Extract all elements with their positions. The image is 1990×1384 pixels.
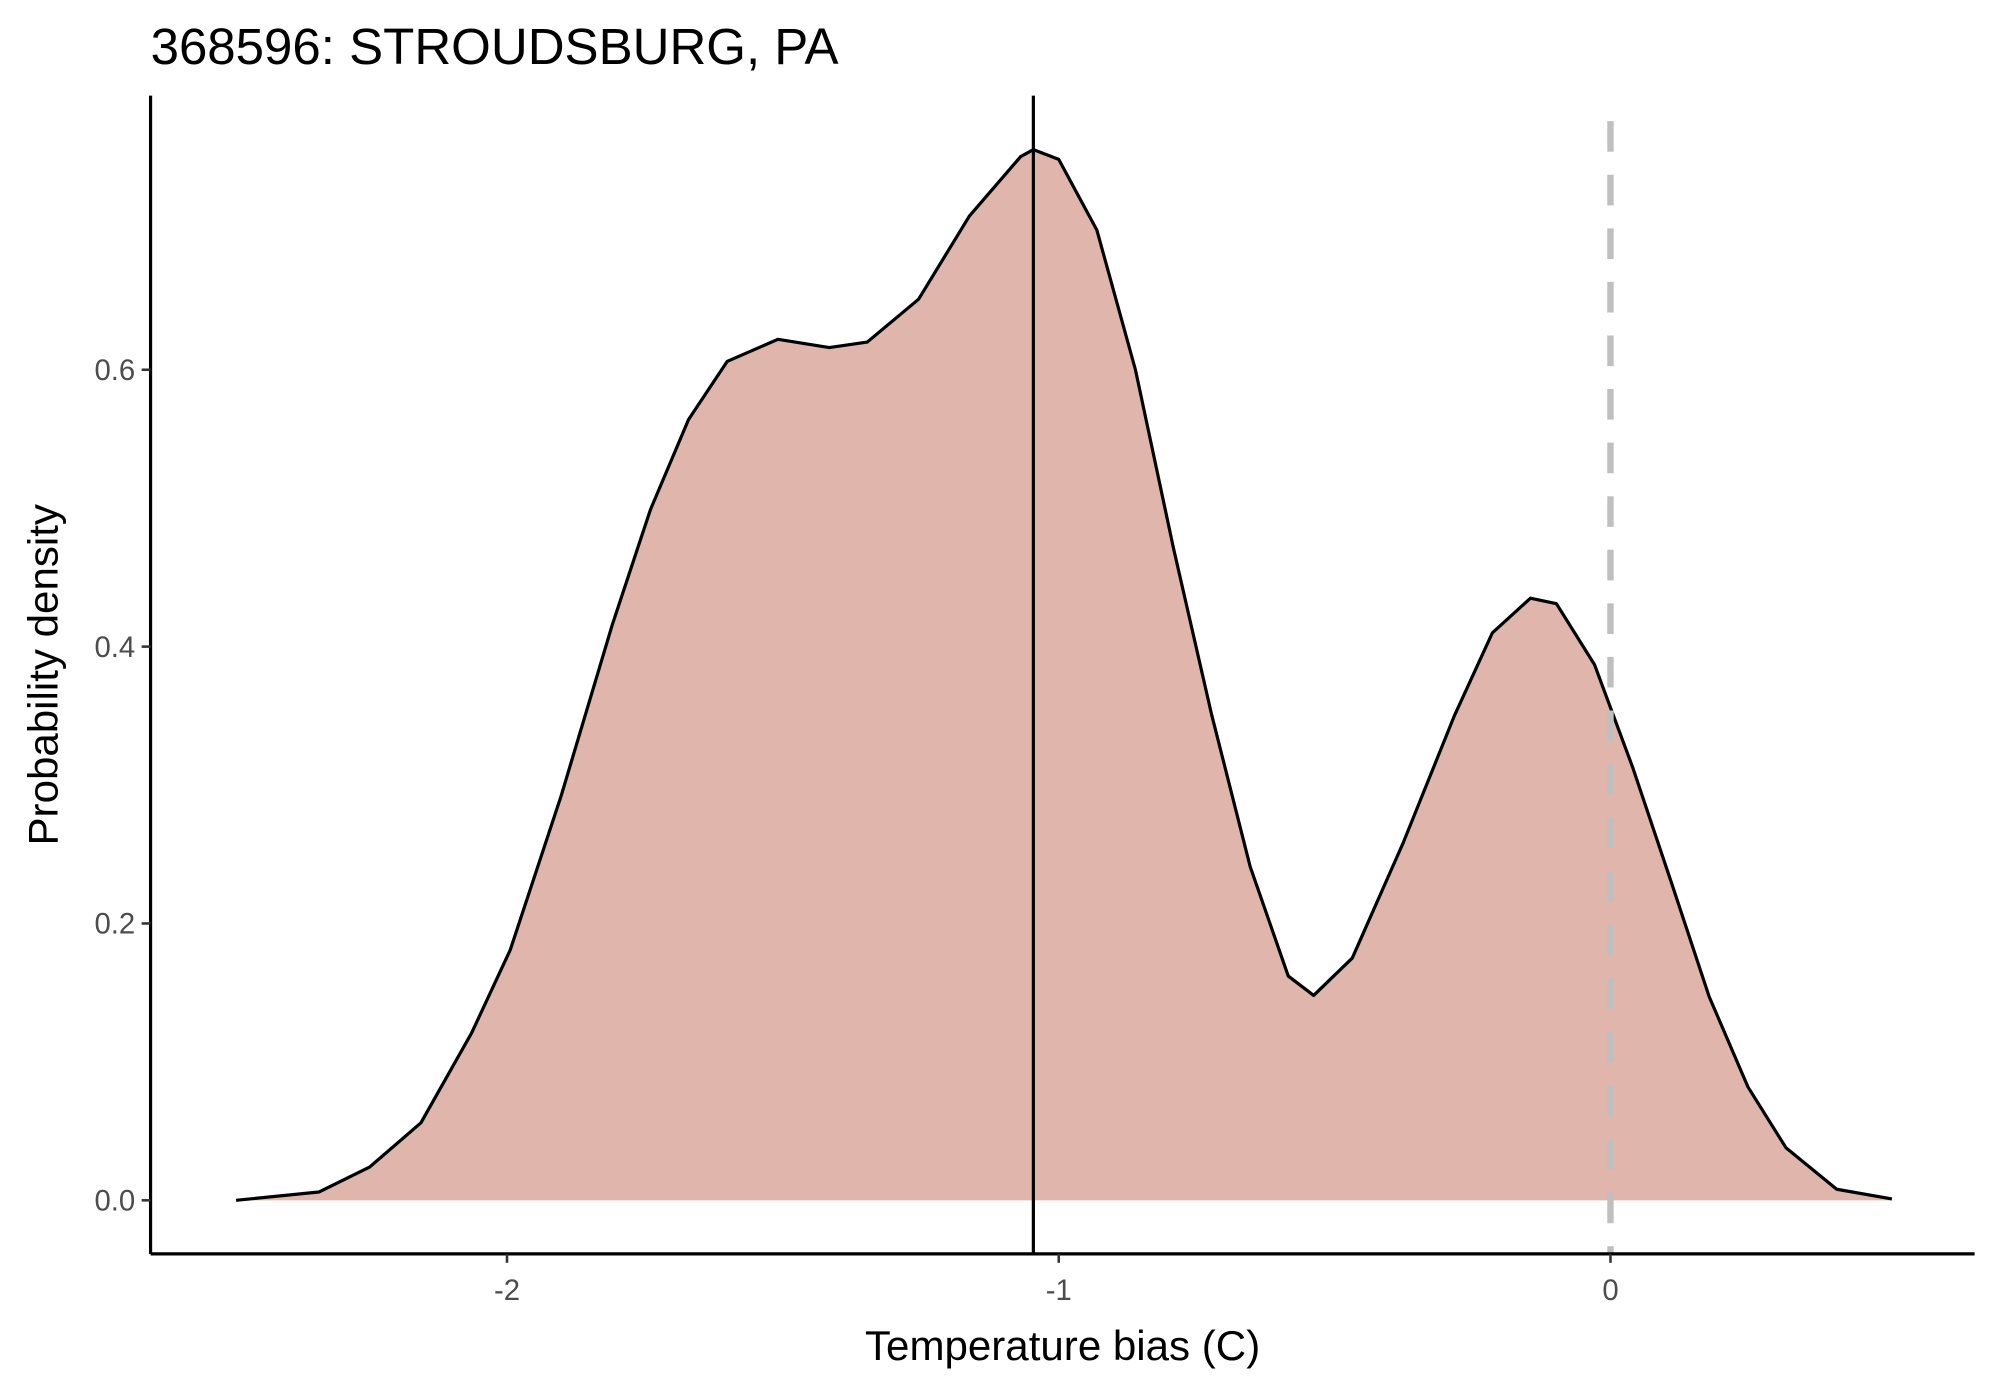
y-tick-label: 0.4 (94, 631, 135, 664)
x-tick-label: -1 (1046, 1274, 1072, 1307)
density-area (236, 149, 1892, 1201)
y-tick-label: 0.6 (94, 354, 135, 387)
y-axis-title: Probability density (19, 504, 66, 845)
x-tick-label: -2 (494, 1274, 520, 1307)
chart-title: 368596: STROUDSBURG, PA (151, 18, 839, 75)
plot-area (235, 95, 1893, 1254)
y-tick-label: 0.2 (94, 908, 135, 941)
y-tick-label: 0.0 (94, 1185, 135, 1218)
x-axis-title: Temperature bias (C) (865, 1322, 1260, 1369)
x-tick-label: 0 (1602, 1274, 1618, 1307)
